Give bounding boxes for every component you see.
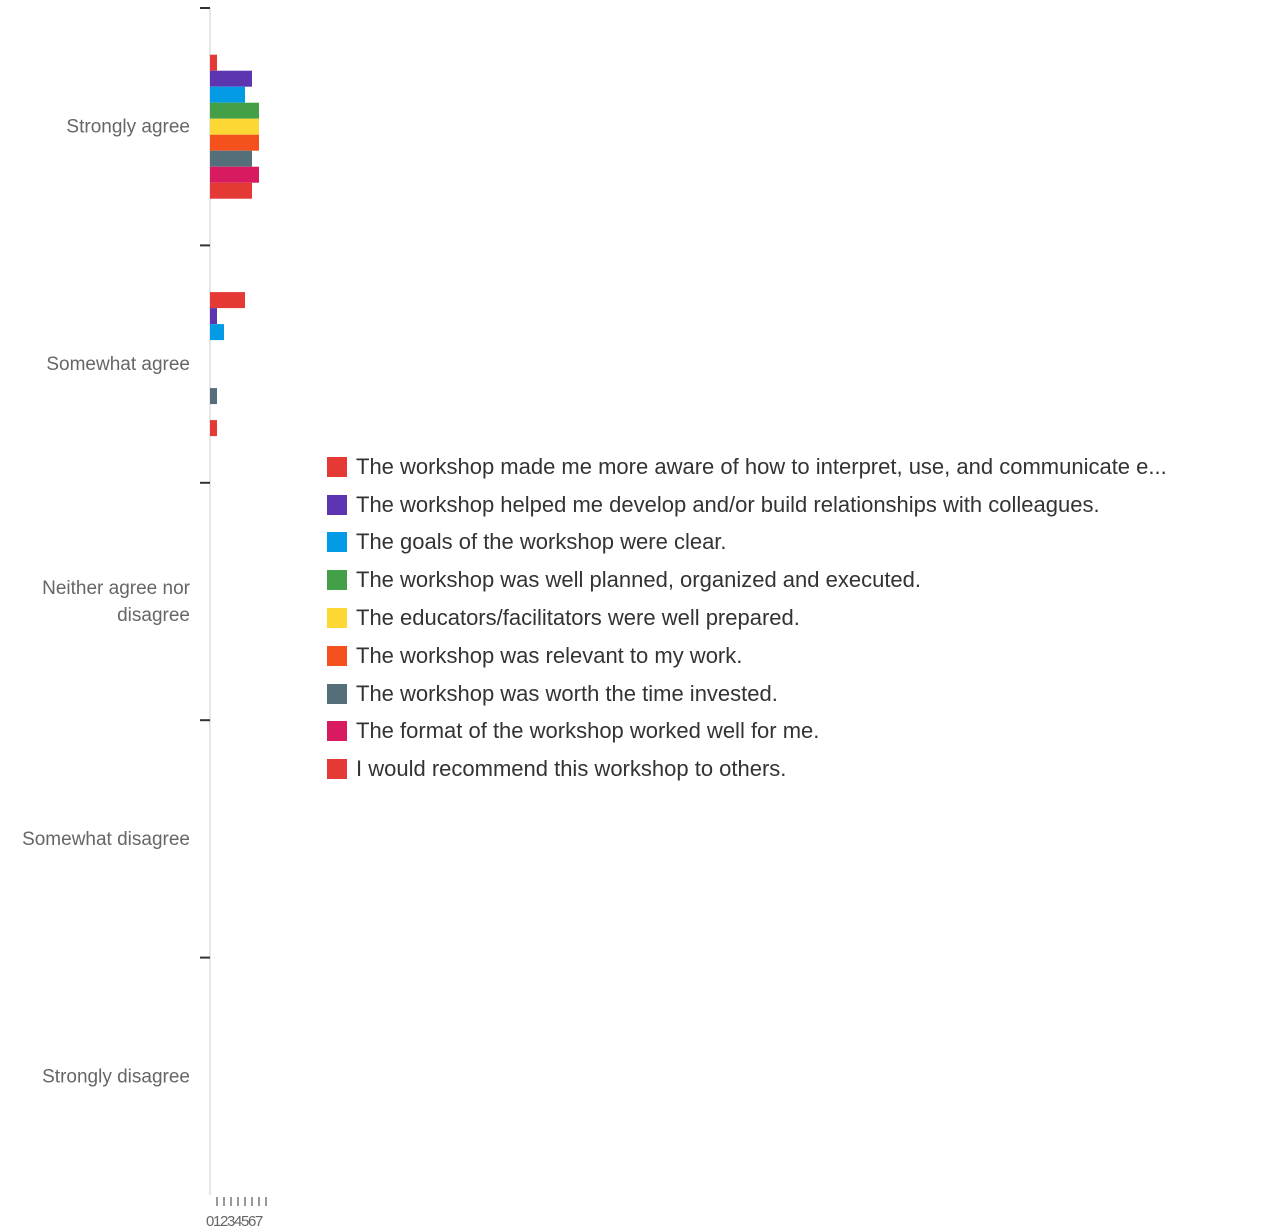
legend-swatch	[327, 683, 347, 704]
category-label: Strongly agree	[66, 117, 190, 138]
x-tick-label: 6	[248, 1213, 256, 1230]
legend-label: The format of the workshop worked well f…	[356, 718, 820, 744]
bar	[210, 54, 217, 71]
legend-label: I would recommend this workshop to other…	[356, 756, 787, 782]
category-label: Somewhat agree	[46, 354, 190, 375]
bar	[210, 150, 252, 167]
legend-item[interactable]: I would recommend this workshop to other…	[327, 750, 1167, 788]
legend-item[interactable]: The format of the workshop worked well f…	[327, 713, 1167, 751]
legend-item[interactable]: The workshop was well planned, organized…	[327, 561, 1167, 599]
bar	[210, 420, 217, 437]
legend-label: The workshop made me more aware of how t…	[356, 453, 1167, 479]
x-tick-label: 4	[234, 1213, 242, 1230]
chart-legend: The workshop made me more aware of how t…	[327, 448, 1167, 788]
legend-swatch	[327, 570, 347, 591]
category-label: Somewhat disagree	[22, 829, 190, 850]
x-tick-label: 7	[255, 1213, 263, 1230]
bar	[210, 70, 252, 87]
legend-swatch	[327, 494, 347, 515]
x-tick-label: 5	[241, 1213, 249, 1230]
legend-item[interactable]: The workshop was relevant to my work.	[327, 637, 1167, 675]
x-tick-label: 1	[213, 1213, 221, 1230]
legend-label: The workshop was well planned, organized…	[356, 567, 922, 593]
legend-label: The workshop was relevant to my work.	[356, 642, 743, 668]
legend-item[interactable]: The goals of the workshop were clear.	[327, 524, 1167, 562]
bar	[210, 86, 245, 103]
legend-label: The educators/facilitators were well pre…	[356, 605, 800, 631]
x-tick-label: 3	[227, 1213, 235, 1230]
legend-item[interactable]: The workshop was worth the time invested…	[327, 675, 1167, 713]
legend-item[interactable]: The workshop made me more aware of how t…	[327, 448, 1167, 486]
legend-swatch	[327, 532, 347, 553]
x-tick-label: 2	[220, 1213, 228, 1230]
bar	[210, 388, 217, 405]
bar	[210, 134, 259, 151]
legend-label: The workshop helped me develop and/or bu…	[356, 491, 1100, 517]
legend-label: The goals of the workshop were clear.	[356, 529, 727, 555]
x-tick-label: 0	[206, 1213, 214, 1230]
category-label: Strongly disagree	[42, 1066, 190, 1087]
legend-item[interactable]: The educators/facilitators were well pre…	[327, 599, 1167, 637]
bar	[210, 292, 245, 309]
bar	[210, 324, 224, 341]
legend-label: The workshop was worth the time invested…	[356, 680, 778, 706]
bar	[210, 102, 259, 119]
legend-swatch	[327, 721, 347, 742]
bar	[210, 118, 259, 135]
bar	[210, 182, 252, 199]
category-label: Neither agree nor disagree	[42, 578, 191, 626]
legend-swatch	[327, 456, 347, 477]
legend-item[interactable]: The workshop helped me develop and/or bu…	[327, 486, 1167, 524]
legend-swatch	[327, 759, 347, 780]
bar	[210, 166, 259, 183]
legend-swatch	[327, 645, 347, 666]
bar	[210, 308, 217, 325]
legend-swatch	[327, 608, 347, 629]
